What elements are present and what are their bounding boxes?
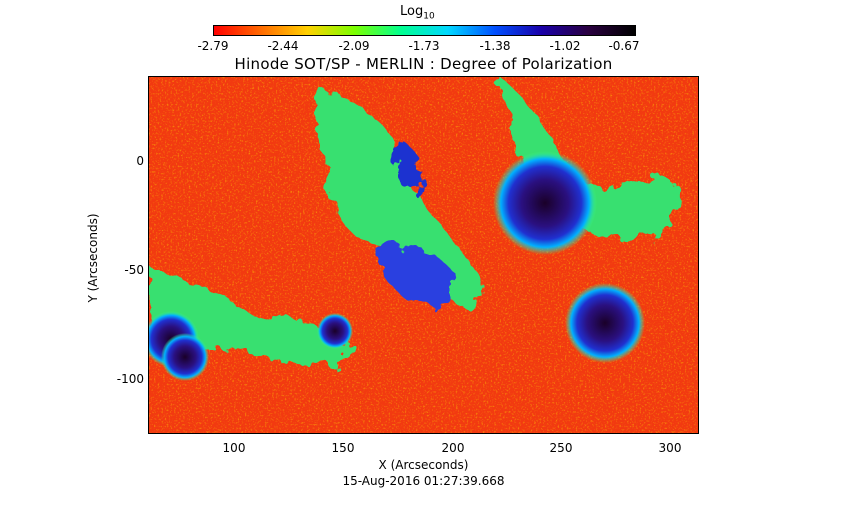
sunspot-right — [565, 283, 645, 363]
colorbar-tick-label: -0.67 — [608, 39, 640, 53]
observation-timestamp: 15-Aug-2016 01:27:39.668 — [342, 474, 505, 488]
x-axis-label: X (Arcseconds) — [378, 458, 469, 472]
sunspot-large — [493, 151, 597, 255]
polarization-map-image — [148, 76, 699, 434]
x-tick-label: 300 — [658, 441, 682, 455]
sunspot-left-b — [161, 333, 209, 381]
y-tick-label: -100 — [116, 372, 144, 386]
x-tick-label: 250 — [549, 441, 573, 455]
sunspot-small — [317, 313, 353, 349]
colorbar-tick-label: -2.09 — [338, 39, 370, 53]
colorbar-tick-label: -1.73 — [408, 39, 440, 53]
x-tick-label: 100 — [222, 441, 246, 455]
x-tick-label: 200 — [441, 441, 465, 455]
y-tick-label: -50 — [124, 263, 144, 277]
y-axis-label: Y (Arcseconds) — [86, 213, 100, 303]
colorbar-title: Log10 — [400, 4, 435, 22]
colorbar-tick-label: -1.38 — [479, 39, 511, 53]
colorbar — [213, 25, 636, 36]
polarization-map-svg — [149, 77, 698, 433]
colorbar-tick-label: -2.79 — [197, 39, 229, 53]
colorbar-tick-label: -2.44 — [267, 39, 299, 53]
y-tick-label: 0 — [136, 154, 144, 168]
plot-title: Hinode SOT/SP - MERLIN : Degree of Polar… — [234, 55, 613, 73]
x-tick-label: 150 — [331, 441, 355, 455]
colorbar-tick-label: -1.02 — [549, 39, 581, 53]
